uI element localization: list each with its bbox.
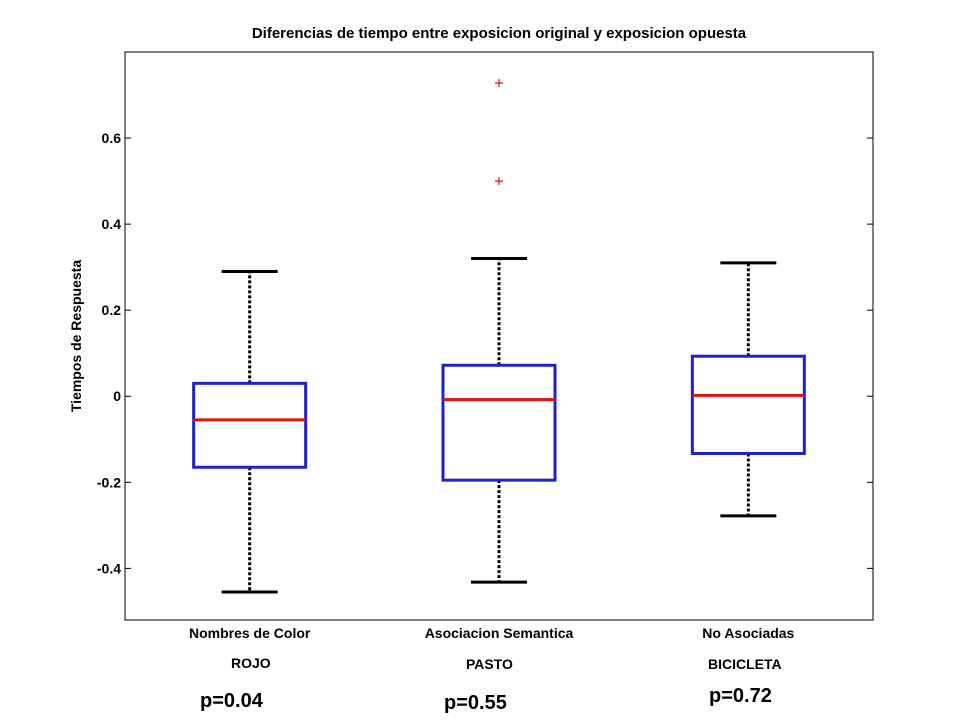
- x-axis-categories: Nombres de Color Asociacion Semantica No A…: [189, 625, 795, 641]
- box-iqr: [192, 381, 308, 469]
- y-tick-label: -0.2: [97, 474, 121, 490]
- word-label-bicicleta: BICICLETA: [708, 656, 782, 672]
- y-tick-label: -0.4: [97, 560, 121, 576]
- box-iqr: [441, 363, 557, 482]
- word-label-rojo: ROJO: [231, 655, 271, 671]
- x-category-label: No Asociadas: [702, 625, 794, 641]
- box-iqr: [690, 354, 806, 455]
- y-axis: -0.4 -0.2 0 0.2 0.4 0.6: [97, 130, 873, 576]
- y-tick-label: 0: [113, 388, 121, 404]
- chart-title: Diferencias de tiempo entre exposicion o…: [252, 25, 747, 42]
- x-category-label: Nombres de Color: [189, 625, 311, 641]
- outlier-point: [495, 177, 503, 186]
- p-value-pasto: p=0.55: [444, 692, 507, 714]
- p-value-rojo: p=0.04: [200, 690, 263, 712]
- plot-area: [124, 51, 874, 621]
- word-label-pasto: PASTO: [466, 656, 513, 672]
- y-tick-label: 0.6: [102, 130, 122, 146]
- y-axis-label: Tiempos de Respuesta: [68, 260, 84, 412]
- outlier-point: [495, 78, 503, 87]
- p-value-bicicleta: p=0.72: [709, 685, 772, 707]
- boxes-group: [192, 78, 806, 594]
- y-tick-label: 0.4: [102, 216, 122, 232]
- y-tick-label: 0.2: [102, 302, 122, 318]
- x-category-label: Asociacion Semantica: [425, 625, 574, 641]
